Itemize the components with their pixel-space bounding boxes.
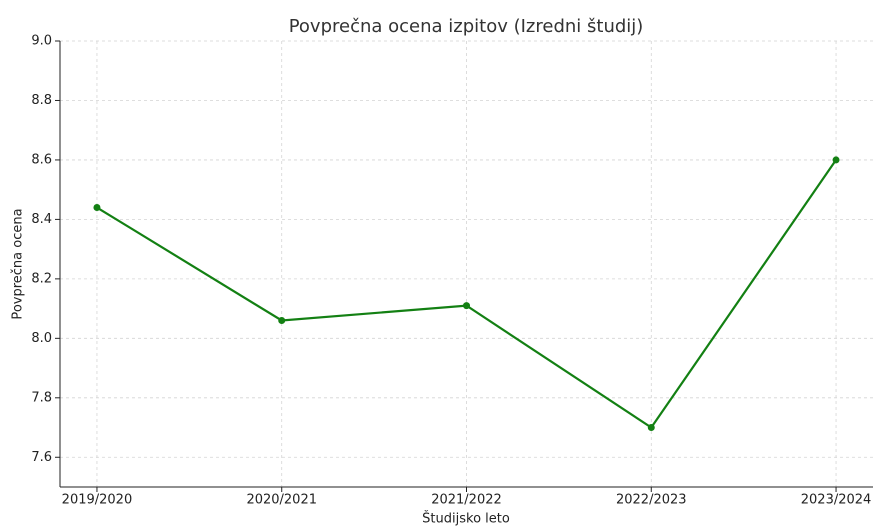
y-tick-label: 8.2 <box>31 271 52 286</box>
data-point <box>647 424 655 432</box>
x-tick-label: 2023/2024 <box>801 493 872 508</box>
y-tick-label: 7.8 <box>31 390 52 405</box>
data-point <box>463 302 470 310</box>
x-axis-label: Študijsko leto <box>422 511 510 527</box>
y-tick-label: 7.6 <box>31 450 52 465</box>
data-point <box>278 316 286 324</box>
data-point <box>93 204 101 212</box>
x-tick-label: 2019/2020 <box>62 493 133 508</box>
x-tick-label: 2022/2023 <box>616 493 687 508</box>
y-tick-label: 8.8 <box>31 93 52 108</box>
chart-title: Povprečna ocena izpitov (Izredni študij) <box>289 16 644 37</box>
data-point <box>832 156 840 164</box>
x-tick-label: 2021/2022 <box>431 493 502 508</box>
y-tick-label: 8.6 <box>31 152 52 167</box>
y-tick-label: 8.0 <box>31 331 52 346</box>
y-tick-label: 9.0 <box>31 34 52 49</box>
y-axis-label: Povprečna ocena <box>11 208 26 319</box>
y-tick-label: 8.4 <box>31 212 52 227</box>
x-tick-label: 2020/2021 <box>246 493 317 508</box>
